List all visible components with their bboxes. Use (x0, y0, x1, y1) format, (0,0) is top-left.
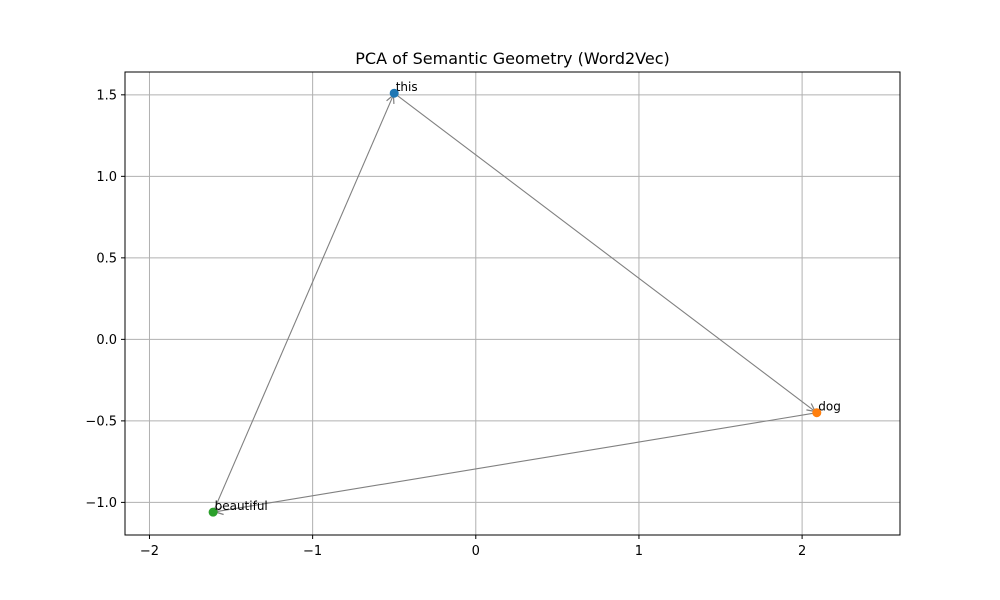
x-tick-label: 0 (472, 544, 480, 559)
arrow-beautiful-to-this (212, 95, 393, 513)
point-label-beautiful: beautiful (215, 499, 268, 513)
grid (125, 72, 900, 535)
y-tick-label: 1.0 (96, 170, 117, 185)
y-tick-label: 0.0 (96, 333, 117, 348)
x-axis-ticks: −2 −1 0 1 2 (140, 535, 806, 559)
point-beautiful (208, 507, 218, 517)
point-labels: this dog beautiful (215, 80, 841, 513)
x-tick-label: −2 (140, 544, 159, 559)
point-label-this: this (396, 80, 418, 94)
x-tick-label: −1 (303, 544, 322, 559)
point-this (389, 88, 399, 98)
chart-title: PCA of Semantic Geometry (Word2Vec) (355, 49, 670, 68)
x-tick-label: 2 (798, 544, 806, 559)
plot-frame (124, 71, 901, 536)
x-tick-label: 1 (635, 544, 643, 559)
arrow-dog-to-beautiful (215, 412, 817, 512)
point-dog (812, 408, 822, 418)
y-axis-ticks: −1.0 −0.5 0.0 0.5 1.0 1.5 (85, 88, 125, 511)
points (208, 88, 822, 517)
y-tick-label: −0.5 (85, 414, 117, 429)
y-tick-label: 0.5 (96, 251, 117, 266)
y-tick-label: −1.0 (85, 496, 117, 511)
point-label-dog: dog (818, 400, 841, 414)
arrow-this-to-dog (393, 92, 815, 411)
arrows (212, 92, 817, 513)
y-tick-label: 1.5 (96, 88, 117, 103)
